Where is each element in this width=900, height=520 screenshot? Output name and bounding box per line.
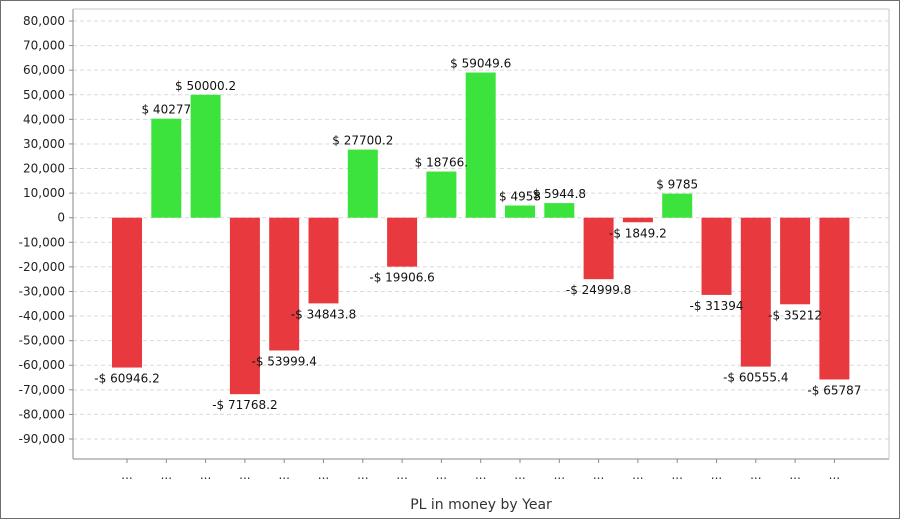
bar [819, 217, 850, 380]
bar [465, 72, 496, 218]
y-tick-label: -50,000 [19, 334, 65, 348]
bar [347, 149, 378, 218]
bar [505, 205, 535, 218]
bar-data-label: $ 5944.8 [533, 187, 586, 201]
bar-data-label: -$ 71768.2 [212, 398, 277, 412]
y-tick-label: -10,000 [19, 235, 65, 249]
bar [622, 217, 653, 223]
bar-data-label: -$ 65787 [807, 383, 861, 397]
y-tick-label: -70,000 [19, 383, 65, 397]
bars [112, 72, 850, 395]
x-category-label: ... [121, 468, 132, 482]
x-category-label: ... [514, 468, 525, 482]
bar [229, 217, 260, 395]
x-category-label: ... [554, 468, 565, 482]
y-tick-label: -20,000 [19, 260, 65, 274]
x-category-label: ... [239, 468, 250, 482]
bar [308, 217, 339, 304]
bar-data-label: -$ 60946.2 [94, 372, 159, 386]
bar [583, 217, 614, 280]
x-category-label: ... [357, 468, 368, 482]
x-category-label: ... [750, 468, 761, 482]
bar-data-label: $ 9785 [656, 178, 698, 192]
bar-data-label: -$ 35212 [768, 308, 822, 322]
bar [544, 203, 575, 218]
bar [387, 217, 418, 267]
y-tick-label: 40,000 [23, 112, 65, 126]
x-category-label: ... [161, 468, 172, 482]
bar-data-label: -$ 34843.8 [291, 307, 356, 321]
bar-data-label: -$ 1849.2 [609, 226, 667, 240]
bar-data-label: -$ 24999.8 [566, 283, 631, 297]
y-tick-label: -60,000 [19, 358, 65, 372]
bar-data-label: $ 4958 [499, 190, 541, 204]
y-tick-label: 0 [57, 211, 65, 225]
x-category-label: ... [318, 468, 329, 482]
x-category-label: ... [396, 468, 407, 482]
y-tick-label: -90,000 [19, 432, 65, 446]
bar-data-label: $ 50000.2 [175, 79, 236, 93]
bar [151, 118, 182, 218]
bar-data-label: -$ 53999.4 [251, 354, 316, 368]
y-tick-label: 30,000 [23, 137, 65, 151]
y-tick-label: -30,000 [19, 284, 65, 298]
y-tick-label: -40,000 [19, 309, 65, 323]
y-tick-label: 50,000 [23, 88, 65, 102]
x-category-label: ... [789, 468, 800, 482]
y-tick-label: 60,000 [23, 63, 65, 77]
bar-data-label: $ 18766. [415, 156, 468, 170]
x-category-label: ... [475, 468, 486, 482]
y-axis-ticks: 80,000 70,000 60,000 50,000 40,000 30,000 20,0… [19, 14, 73, 446]
bar [426, 171, 457, 218]
bar-data-label: $ 40277 [141, 103, 191, 117]
y-tick-label: 20,000 [23, 162, 65, 176]
y-tick-label: 70,000 [23, 39, 65, 53]
x-category-label: ... [593, 468, 604, 482]
x-axis-category-labels: ........................................… [121, 459, 840, 482]
bar [701, 217, 732, 295]
bar-data-label: -$ 31394 [690, 299, 744, 313]
data-labels: -$ 60946.2 $ 40277 $ 50000.2 -$ 71768.2 -$ 5… [94, 57, 861, 413]
bar [740, 217, 771, 367]
x-category-label: ... [632, 468, 643, 482]
bar [780, 217, 811, 305]
x-category-label: ... [278, 468, 289, 482]
x-axis-title: PL in money by Year [410, 497, 552, 513]
bar-data-label: $ 59049.6 [450, 57, 511, 71]
bar-data-label: $ 27700.2 [332, 134, 393, 148]
x-category-label: ... [200, 468, 211, 482]
bar [269, 217, 300, 351]
bar-data-label: -$ 60555.4 [723, 371, 788, 385]
x-category-label: ... [711, 468, 722, 482]
y-tick-label: -80,000 [19, 407, 65, 421]
bar-data-label: -$ 19906.6 [369, 271, 434, 285]
bar [112, 217, 142, 368]
bar [662, 193, 693, 218]
y-tick-label: 10,000 [23, 186, 65, 200]
x-category-label: ... [671, 468, 682, 482]
x-category-label: ... [829, 468, 840, 482]
bar [190, 94, 221, 218]
x-category-label: ... [436, 468, 447, 482]
y-tick-label: 80,000 [23, 14, 65, 28]
